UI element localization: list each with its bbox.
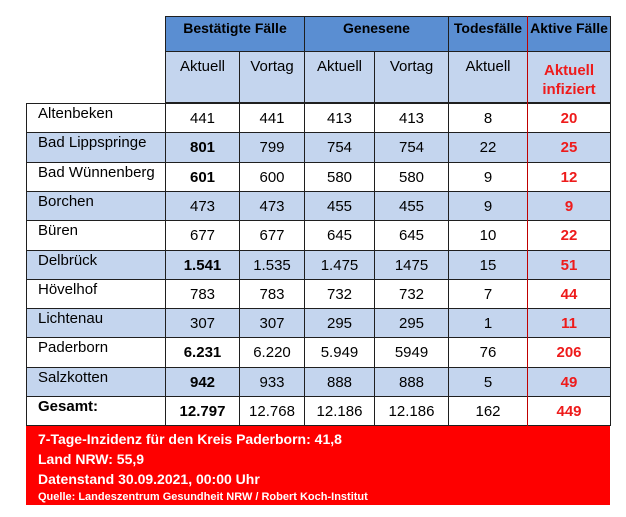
- subheader-aktuell-infiziert: Aktuell infiziert: [527, 51, 611, 103]
- value-cell-best-akt: 801: [165, 132, 240, 163]
- value-cell-tod: 162: [448, 396, 528, 426]
- value-cell-tod: 15: [448, 250, 528, 280]
- value-cell-best-vor: 677: [239, 220, 305, 251]
- row-name-cell: Bad Lippspringe: [26, 132, 166, 163]
- value-cell-gen-akt: 754: [304, 132, 375, 163]
- value-cell-tod: 22: [448, 132, 528, 163]
- value-cell-best-akt: 677: [165, 220, 240, 251]
- row-name-cell: Gesamt:: [26, 396, 166, 426]
- value-cell-best-akt: 473: [165, 191, 240, 221]
- value-cell-gen-akt: 580: [304, 162, 375, 192]
- value-cell-gen-vor: 413: [374, 103, 449, 133]
- value-cell-gen-akt: 1.475: [304, 250, 375, 280]
- value-cell-gen-akt: 888: [304, 367, 375, 397]
- active-column-divider: [527, 16, 528, 426]
- value-cell-tod: 9: [448, 162, 528, 192]
- subheader-genesene-aktuell: Aktuell: [304, 51, 375, 103]
- value-cell-gen-akt: 413: [304, 103, 375, 133]
- active-cases-cell: 206: [527, 337, 611, 368]
- value-cell-best-akt: 601: [165, 162, 240, 192]
- value-cell-tod: 9: [448, 191, 528, 221]
- value-cell-best-akt: 441: [165, 103, 240, 133]
- value-cell-tod: 76: [448, 337, 528, 368]
- header-aktive-faelle: Aktive Fälle: [527, 16, 611, 52]
- value-cell-gen-akt: 12.186: [304, 396, 375, 426]
- value-cell-gen-vor: 12.186: [374, 396, 449, 426]
- value-cell-gen-akt: 455: [304, 191, 375, 221]
- subheader-aktuell-infiziert-line1: Aktuell: [543, 62, 594, 79]
- value-cell-best-vor: 783: [239, 279, 305, 309]
- footer-banner: 7-Tage-Inzidenz für den Kreis Paderborn:…: [26, 426, 610, 505]
- value-cell-best-akt: 307: [165, 308, 240, 338]
- value-cell-best-vor: 307: [239, 308, 305, 338]
- value-cell-gen-vor: 888: [374, 367, 449, 397]
- active-cases-cell: 9: [527, 191, 611, 221]
- value-cell-gen-akt: 295: [304, 308, 375, 338]
- active-cases-cell: 22: [527, 220, 611, 251]
- value-cell-best-akt: 6.231: [165, 337, 240, 368]
- row-name-cell: Bad Wünnenberg: [26, 162, 166, 192]
- header-genesene: Genesene: [304, 16, 449, 52]
- value-cell-best-vor: 6.220: [239, 337, 305, 368]
- value-cell-gen-akt: 645: [304, 220, 375, 251]
- subheader-todesfaelle-aktuell: Aktuell: [448, 51, 528, 103]
- value-cell-best-akt: 783: [165, 279, 240, 309]
- value-cell-gen-vor: 1475: [374, 250, 449, 280]
- header-bestaetigte-faelle: Bestätigte Fälle: [165, 16, 305, 52]
- active-cases-cell: 20: [527, 103, 611, 133]
- value-cell-tod: 10: [448, 220, 528, 251]
- row-name-cell: Hövelhof: [26, 279, 166, 309]
- footer-incidence-kreis: 7-Tage-Inzidenz für den Kreis Paderborn:…: [38, 431, 342, 447]
- row-name-cell: Borchen: [26, 191, 166, 221]
- active-cases-cell: 49: [527, 367, 611, 397]
- row-name-cell: Paderborn: [26, 337, 166, 368]
- footer-source: Quelle: Landeszentrum Gesundheit NRW / R…: [38, 491, 368, 503]
- value-cell-gen-akt: 5.949: [304, 337, 375, 368]
- value-cell-best-vor: 600: [239, 162, 305, 192]
- active-cases-cell: 12: [527, 162, 611, 192]
- footer-incidence-nrw: Land NRW: 55,9: [38, 451, 145, 467]
- value-cell-best-vor: 1.535: [239, 250, 305, 280]
- row-name-cell: Büren: [26, 220, 166, 251]
- active-cases-cell: 44: [527, 279, 611, 309]
- subheader-bestaetigte-vortag: Vortag: [239, 51, 305, 103]
- active-cases-cell: 25: [527, 132, 611, 163]
- value-cell-best-akt: 1.541: [165, 250, 240, 280]
- value-cell-best-vor: 473: [239, 191, 305, 221]
- value-cell-gen-akt: 732: [304, 279, 375, 309]
- value-cell-tod: 8: [448, 103, 528, 133]
- row-name-cell: Altenbeken: [26, 103, 166, 133]
- row-name-cell: Salzkotten: [26, 367, 166, 397]
- value-cell-best-akt: 12.797: [165, 396, 240, 426]
- header-todesfaelle: Todesfälle: [448, 16, 528, 52]
- value-cell-best-akt: 942: [165, 367, 240, 397]
- value-cell-tod: 7: [448, 279, 528, 309]
- value-cell-best-vor: 933: [239, 367, 305, 397]
- subheader-bestaetigte-aktuell: Aktuell: [165, 51, 240, 103]
- value-cell-best-vor: 12.768: [239, 396, 305, 426]
- value-cell-gen-vor: 732: [374, 279, 449, 309]
- value-cell-gen-vor: 754: [374, 132, 449, 163]
- row-name-cell: Lichtenau: [26, 308, 166, 338]
- row-name-cell: Delbrück: [26, 250, 166, 280]
- value-cell-tod: 1: [448, 308, 528, 338]
- footer-data-timestamp: Datenstand 30.09.2021, 00:00 Uhr: [38, 471, 260, 487]
- value-cell-gen-vor: 580: [374, 162, 449, 192]
- value-cell-tod: 5: [448, 367, 528, 397]
- active-cases-cell: 11: [527, 308, 611, 338]
- active-cases-cell: 449: [527, 396, 611, 426]
- subheader-genesene-vortag: Vortag: [374, 51, 449, 103]
- value-cell-best-vor: 799: [239, 132, 305, 163]
- value-cell-gen-vor: 5949: [374, 337, 449, 368]
- value-cell-best-vor: 441: [239, 103, 305, 133]
- subheader-aktuell-infiziert-line2: infiziert: [542, 81, 596, 98]
- value-cell-gen-vor: 295: [374, 308, 449, 338]
- value-cell-gen-vor: 645: [374, 220, 449, 251]
- value-cell-gen-vor: 455: [374, 191, 449, 221]
- active-cases-cell: 51: [527, 250, 611, 280]
